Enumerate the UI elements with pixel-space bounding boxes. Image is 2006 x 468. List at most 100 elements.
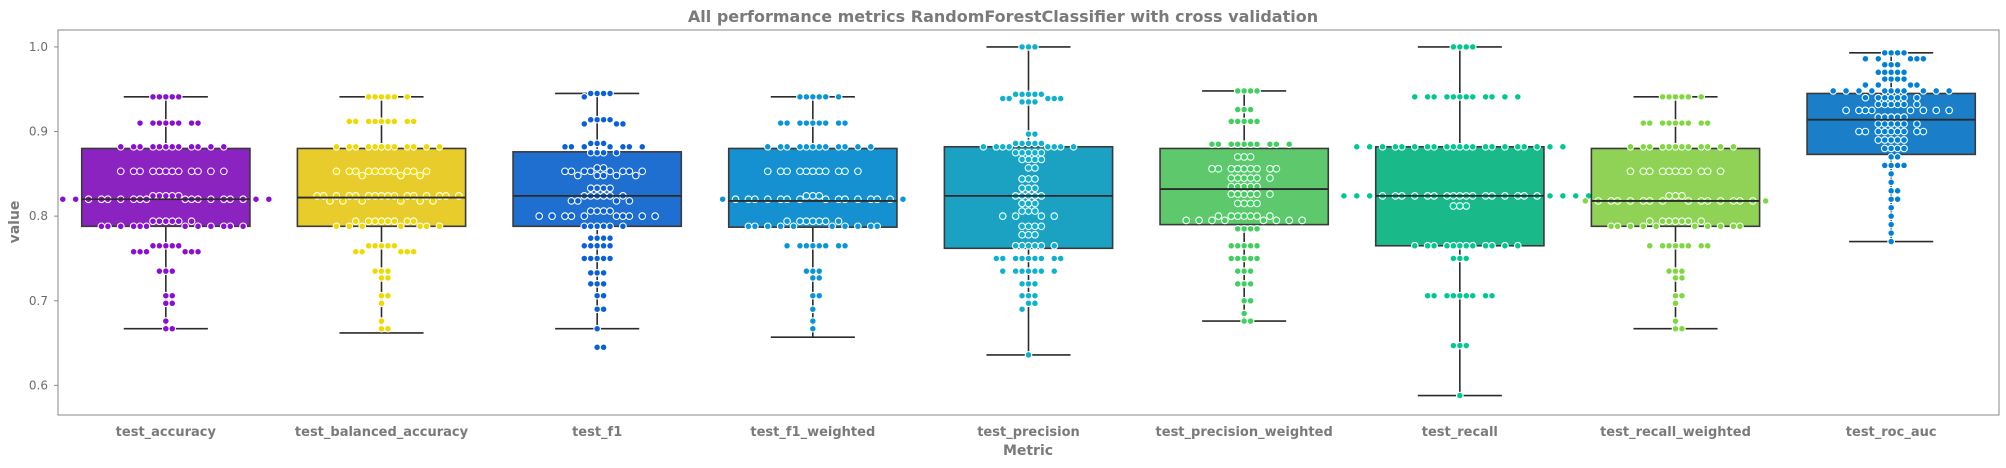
swarm-point — [1880, 120, 1889, 128]
swarm-point — [1024, 207, 1033, 215]
swarm-point — [1037, 139, 1046, 148]
swarm-point — [1253, 199, 1261, 208]
swarm-point — [1639, 119, 1648, 127]
swarm-point — [219, 142, 228, 151]
swarm-point — [377, 324, 386, 333]
swarm-point — [1697, 142, 1706, 151]
swarm-point — [599, 115, 608, 124]
swarm-point — [1246, 199, 1255, 208]
swarm-point — [390, 117, 399, 126]
swarm-point — [1571, 191, 1580, 200]
swarm-point — [751, 222, 759, 231]
swarm-point — [815, 241, 824, 250]
swarm-point — [1011, 267, 1020, 276]
swarm-point — [174, 167, 183, 176]
swarm-point — [599, 241, 608, 250]
swarm-point — [1468, 291, 1477, 300]
swarm-point — [1240, 199, 1249, 208]
swarm-point — [416, 222, 424, 231]
swarm-point — [1011, 254, 1020, 263]
swarm-point — [377, 317, 386, 325]
swarm-point — [586, 241, 595, 250]
swarm-point — [1246, 212, 1255, 221]
swarm-point — [1024, 267, 1033, 276]
swarm-point — [364, 217, 373, 226]
swarm-test_recall_weighted — [1581, 92, 1770, 333]
swarm-point — [403, 117, 412, 126]
swarm-point — [1233, 164, 1242, 173]
swarm-point — [168, 217, 177, 226]
swarm-point — [1678, 324, 1686, 333]
swarm-point — [168, 291, 177, 300]
swarm-point — [841, 167, 849, 176]
swarm-point — [1455, 241, 1464, 250]
swarm-point — [1703, 142, 1712, 151]
swarm-point — [1546, 191, 1554, 200]
swarm-point — [1874, 120, 1883, 128]
swarm-point — [1855, 127, 1863, 136]
swarm-point — [1887, 93, 1896, 102]
swarm-point — [168, 241, 177, 250]
swarm-test_roc_auc — [1829, 48, 1953, 246]
swarm-point — [187, 142, 196, 151]
swarm-point — [1900, 100, 1908, 109]
swarm-point — [168, 119, 177, 127]
swarm-point — [1887, 75, 1896, 83]
swarm-point — [332, 222, 341, 231]
swarm-point — [1056, 254, 1065, 263]
swarm-point — [1365, 142, 1374, 151]
swarm-point — [1037, 241, 1046, 250]
swarm-point — [1449, 341, 1458, 350]
swarm-point — [1880, 144, 1889, 153]
swarm-point — [1867, 106, 1876, 115]
swarm-point — [161, 142, 170, 151]
swarm-point — [599, 184, 608, 193]
swarm-point — [58, 195, 67, 204]
swarm-point — [1018, 43, 1026, 51]
swarm-point — [796, 92, 804, 101]
swarm-point — [1449, 43, 1458, 51]
swarm-point — [1455, 291, 1464, 300]
swarm-point — [1913, 81, 1921, 89]
swarm-point — [1887, 220, 1896, 229]
swarm-point — [71, 195, 80, 204]
swarm-point — [1253, 87, 1261, 95]
swarm-point — [1246, 224, 1255, 233]
swarm-point — [129, 167, 138, 176]
swarm-point — [1240, 140, 1249, 149]
swarm-point — [1037, 148, 1046, 157]
swarm-point — [1559, 142, 1567, 151]
swarm-point — [1050, 94, 1059, 103]
swarm-point — [1455, 92, 1464, 101]
swarm-point — [1671, 324, 1680, 333]
swarm-point — [1266, 212, 1274, 221]
swarm-point — [149, 241, 157, 250]
swarm-point — [1031, 241, 1039, 250]
swarm-point — [1645, 119, 1654, 127]
swarm-point — [796, 217, 804, 226]
swarm-point — [1501, 142, 1509, 151]
swarm-point — [1900, 136, 1908, 144]
swarm-point — [1639, 167, 1648, 176]
swarm-point — [567, 142, 576, 151]
swarm-point — [567, 167, 576, 176]
swarm-point — [371, 217, 379, 226]
swarm-point — [181, 247, 190, 256]
swarm-point — [1671, 267, 1680, 276]
swarm-point — [168, 267, 177, 276]
swarm-point — [992, 254, 1001, 263]
swarm-point — [1233, 153, 1242, 161]
swarm-point — [1671, 167, 1680, 176]
swarm-point — [168, 142, 177, 151]
swarm-point — [1266, 190, 1274, 199]
swarm-point — [1031, 148, 1039, 157]
swarm-point — [651, 212, 659, 221]
y-tick-label: 0.7 — [29, 294, 48, 308]
swarm-point — [821, 241, 830, 250]
swarm-point — [1874, 81, 1883, 89]
swarm-point — [1880, 48, 1889, 57]
swarm-point — [1481, 142, 1490, 151]
box-test_f1_weighted — [727, 147, 898, 228]
swarm-point — [1285, 140, 1294, 149]
swarm-point — [783, 217, 791, 226]
